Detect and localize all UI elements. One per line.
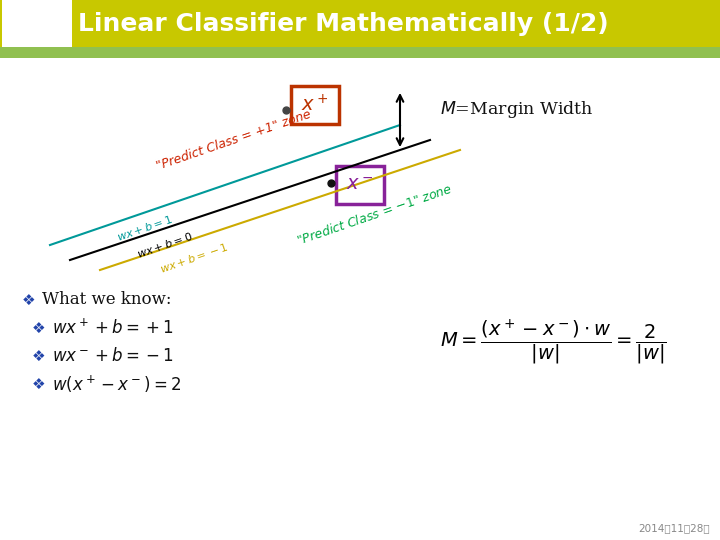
Text: $\mathit{wx}^+ + b = +1$: $\mathit{wx}^+ + b = +1$ <box>52 319 174 338</box>
Bar <box>0 0 720 47</box>
Bar <box>336 166 384 204</box>
Text: $\mathit{M}$=Margin Width: $\mathit{M}$=Margin Width <box>440 99 594 120</box>
Bar <box>291 86 339 124</box>
Bar <box>2 0 72 47</box>
Text: $wx+b=0$: $wx+b=0$ <box>135 230 194 260</box>
Bar <box>0 47 720 58</box>
Text: $wx+b=-1$: $wx+b=-1$ <box>158 241 230 275</box>
Text: $x^+$: $x^+$ <box>301 94 329 116</box>
Text: ❖: ❖ <box>32 321 45 335</box>
Text: What we know:: What we know: <box>42 292 171 308</box>
Text: Linear Classifier Mathematically (1/2): Linear Classifier Mathematically (1/2) <box>78 12 608 36</box>
Text: "Predict Class = $-1$" zone: "Predict Class = $-1$" zone <box>295 182 454 248</box>
Text: 2014年11月28日: 2014年11月28日 <box>639 523 710 533</box>
Text: $M = \dfrac{(x^+ - x^-) \cdot w}{|w|} = \dfrac{2}{|w|}$: $M = \dfrac{(x^+ - x^-) \cdot w}{|w|} = … <box>440 318 667 367</box>
Text: ❖: ❖ <box>22 293 35 307</box>
Text: $wx+b=1$: $wx+b=1$ <box>115 213 174 243</box>
Text: ❖: ❖ <box>32 376 45 392</box>
Text: $\mathit{wx}^- + b = -1$: $\mathit{wx}^- + b = -1$ <box>52 347 174 365</box>
Text: "Predict Class = +1" zone: "Predict Class = +1" zone <box>155 107 313 172</box>
Text: $x^-$: $x^-$ <box>346 176 374 194</box>
Text: $\mathit{w}(\mathit{x}^+-\mathit{x}^-) = 2$: $\mathit{w}(\mathit{x}^+-\mathit{x}^-) =… <box>52 373 181 395</box>
Text: ❖: ❖ <box>32 348 45 363</box>
